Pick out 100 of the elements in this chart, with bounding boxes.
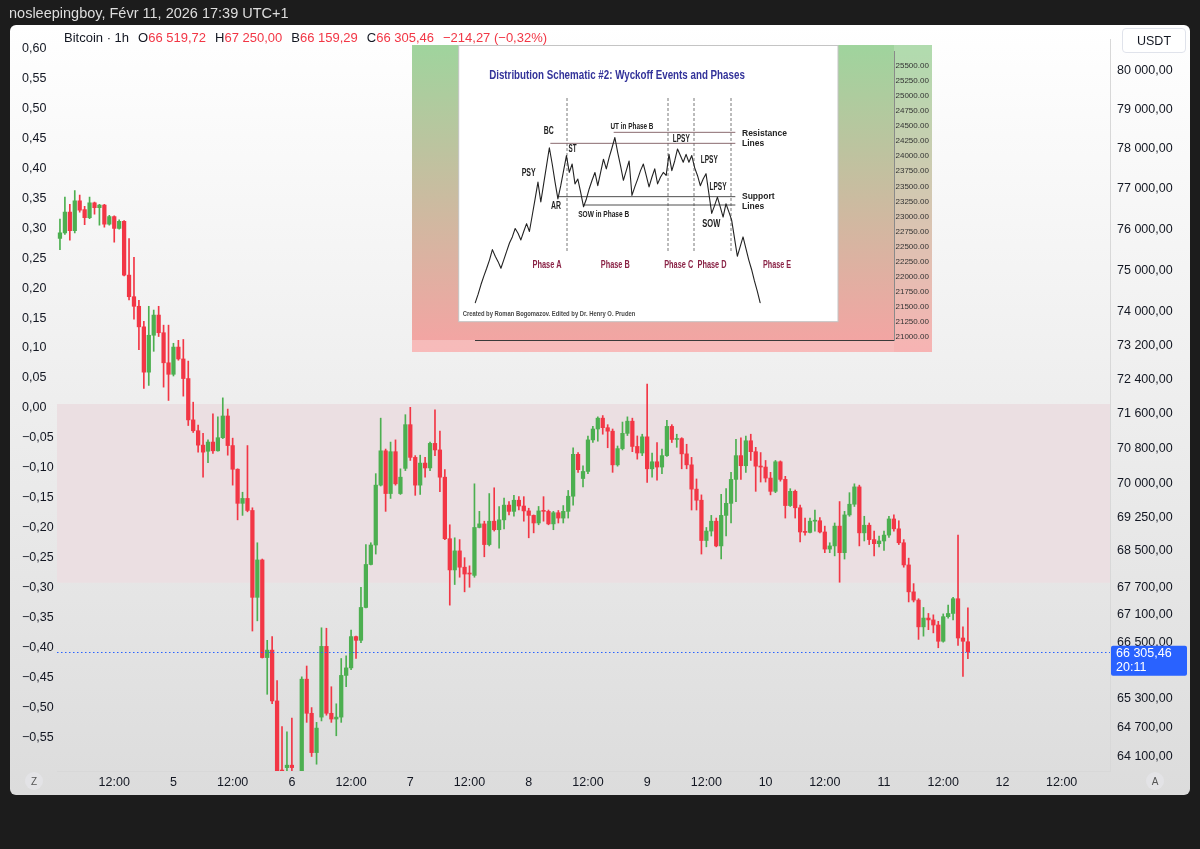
- y-tick-label: −0,40: [22, 640, 54, 655]
- annotation: B66 159,29: [291, 30, 358, 45]
- y-tick-label: −0,25: [22, 550, 54, 565]
- y-tick-label: 23250.00: [895, 196, 930, 206]
- y-tick-label: −0,05: [22, 430, 54, 445]
- y-tick-label: 0,50: [22, 100, 47, 115]
- y-tick-label: −0,45: [22, 669, 54, 684]
- annotation: UT in Phase B: [610, 121, 654, 132]
- y2-tick-label: 64 100,00: [1117, 748, 1173, 763]
- y2-tick-label: 73 200,00: [1117, 337, 1173, 352]
- candlestick: [812, 509, 818, 532]
- x-tick-label: 6: [288, 774, 296, 789]
- y2-tick-label: 65 300,00: [1117, 691, 1173, 706]
- annotation: Phase D: [697, 258, 727, 271]
- annotation: Phase B: [600, 258, 630, 271]
- y-tick-label: −0,15: [22, 490, 54, 505]
- y2-tick-label: 80 000,00: [1117, 62, 1173, 77]
- y-tick-label: 23750.00: [895, 166, 930, 176]
- y-tick-label: 22500.00: [895, 241, 930, 251]
- annotation: C66 305,46: [366, 30, 434, 45]
- x-tick-label: 12:00: [927, 774, 959, 789]
- y-tick-label: 0,20: [22, 280, 47, 295]
- y-tick-label: 25500.00: [895, 60, 930, 70]
- y-tick-label: 0,00: [22, 400, 47, 415]
- annotation: H67 250,00: [215, 30, 283, 45]
- x-tick-label: 12:00: [98, 774, 130, 789]
- y2-tick-label: 74 000,00: [1117, 304, 1173, 319]
- annotation: SOW in Phase B: [578, 209, 630, 220]
- y-tick-label: 0,25: [22, 250, 47, 265]
- candlestick: [284, 731, 290, 771]
- y-tick-label: 0,60: [22, 40, 47, 55]
- y-tick-label: 24500.00: [895, 121, 930, 131]
- y-tick-label: 24250.00: [895, 136, 930, 146]
- y-tick-label: 0,55: [22, 70, 47, 85]
- x-tick-label: 10: [758, 774, 773, 789]
- text: Z: [25, 772, 43, 790]
- annotation: AR: [551, 200, 562, 212]
- text: 20:11: [1116, 660, 1147, 675]
- x-tick-label: 12:00: [690, 774, 723, 789]
- y2-tick-label: 71 600,00: [1117, 406, 1173, 421]
- y-tick-label: 21000.00: [895, 332, 930, 342]
- text: nosleepingboy, Févr 11, 2026 17:39 UTC+1: [9, 5, 289, 21]
- y2-tick-label: 77 000,00: [1117, 181, 1173, 196]
- y-tick-label: 24750.00: [895, 106, 930, 116]
- x-tick-label: 5: [169, 774, 177, 789]
- y2-tick-label: 70 800,00: [1117, 441, 1173, 456]
- x-tick-label: 9: [643, 774, 651, 789]
- y-tick-label: −0,50: [22, 699, 54, 714]
- candlestick: [674, 433, 679, 448]
- x-tick-label: 12:00: [453, 774, 486, 789]
- annotation: LPSY: [709, 180, 727, 193]
- candlestick: [965, 607, 971, 659]
- annotation: SOW: [702, 217, 721, 230]
- candlestick: [432, 409, 438, 456]
- y-tick-label: −0,20: [22, 520, 54, 535]
- annotation: −214,27 (−0,32%): [443, 30, 548, 45]
- y2-tick-label: 67 700,00: [1117, 579, 1173, 594]
- y2-tick-label: 69 250,00: [1117, 509, 1173, 524]
- x-tick-label: 12: [995, 774, 1010, 789]
- candlestick: [738, 437, 744, 480]
- y2-tick-label: 68 500,00: [1117, 543, 1173, 558]
- y-tick-label: 22250.00: [895, 256, 930, 266]
- x-tick-label: 12:00: [335, 774, 367, 789]
- annotation: PSY: [521, 166, 536, 179]
- y-tick-label: 0,35: [22, 190, 47, 205]
- y-tick-label: 0,40: [22, 160, 47, 175]
- y-tick-label: 23500.00: [895, 181, 930, 191]
- y2-tick-label: 79 000,00: [1117, 101, 1173, 116]
- y-tick-label: 0,30: [22, 220, 47, 235]
- text: A: [1146, 772, 1164, 790]
- y2-axis-title: USDT: [1122, 28, 1186, 53]
- y-tick-label: 21250.00: [895, 317, 930, 327]
- text: Distribution Schematic #2: Wyckoff Events and Phases: [489, 68, 745, 82]
- y-tick-label: 0,10: [22, 340, 47, 355]
- annotation: Resistance Lines: [742, 127, 788, 148]
- y-tick-label: 22750.00: [895, 226, 930, 236]
- y-tick-label: 21500.00: [895, 302, 930, 312]
- y-tick-label: −0,30: [22, 580, 54, 595]
- y2-tick-label: 67 100,00: [1117, 607, 1173, 622]
- x-tick-label: 12:00: [217, 774, 249, 789]
- y-tick-label: −0,10: [22, 460, 54, 475]
- y-tick-label: 22000.00: [895, 271, 930, 281]
- annotation: Support Lines: [742, 191, 775, 212]
- annotation: ST: [568, 142, 577, 155]
- annotation: Phase C: [664, 258, 694, 271]
- y-tick-label: 21750.00: [895, 286, 930, 296]
- x-tick-label: 12:00: [809, 774, 841, 789]
- annotation: LPSY: [700, 153, 719, 166]
- chart-title: Bitcoin · 1h: [64, 30, 130, 45]
- x-tick-label: 11: [877, 774, 891, 789]
- x-tick-label: 12:00: [1046, 774, 1078, 789]
- y-tick-label: 24000.00: [895, 151, 930, 161]
- x-tick-label: 12:00: [572, 774, 604, 789]
- y2-tick-label: 70 000,00: [1117, 476, 1173, 491]
- x-tick-label: 8: [525, 774, 533, 789]
- x-tick-label: 7: [406, 774, 414, 789]
- annotation: Phase A: [532, 258, 563, 271]
- y2-tick-label: 76 000,00: [1117, 221, 1173, 236]
- y-tick-label: 0,45: [22, 130, 47, 145]
- y-tick-label: −0,55: [22, 729, 54, 744]
